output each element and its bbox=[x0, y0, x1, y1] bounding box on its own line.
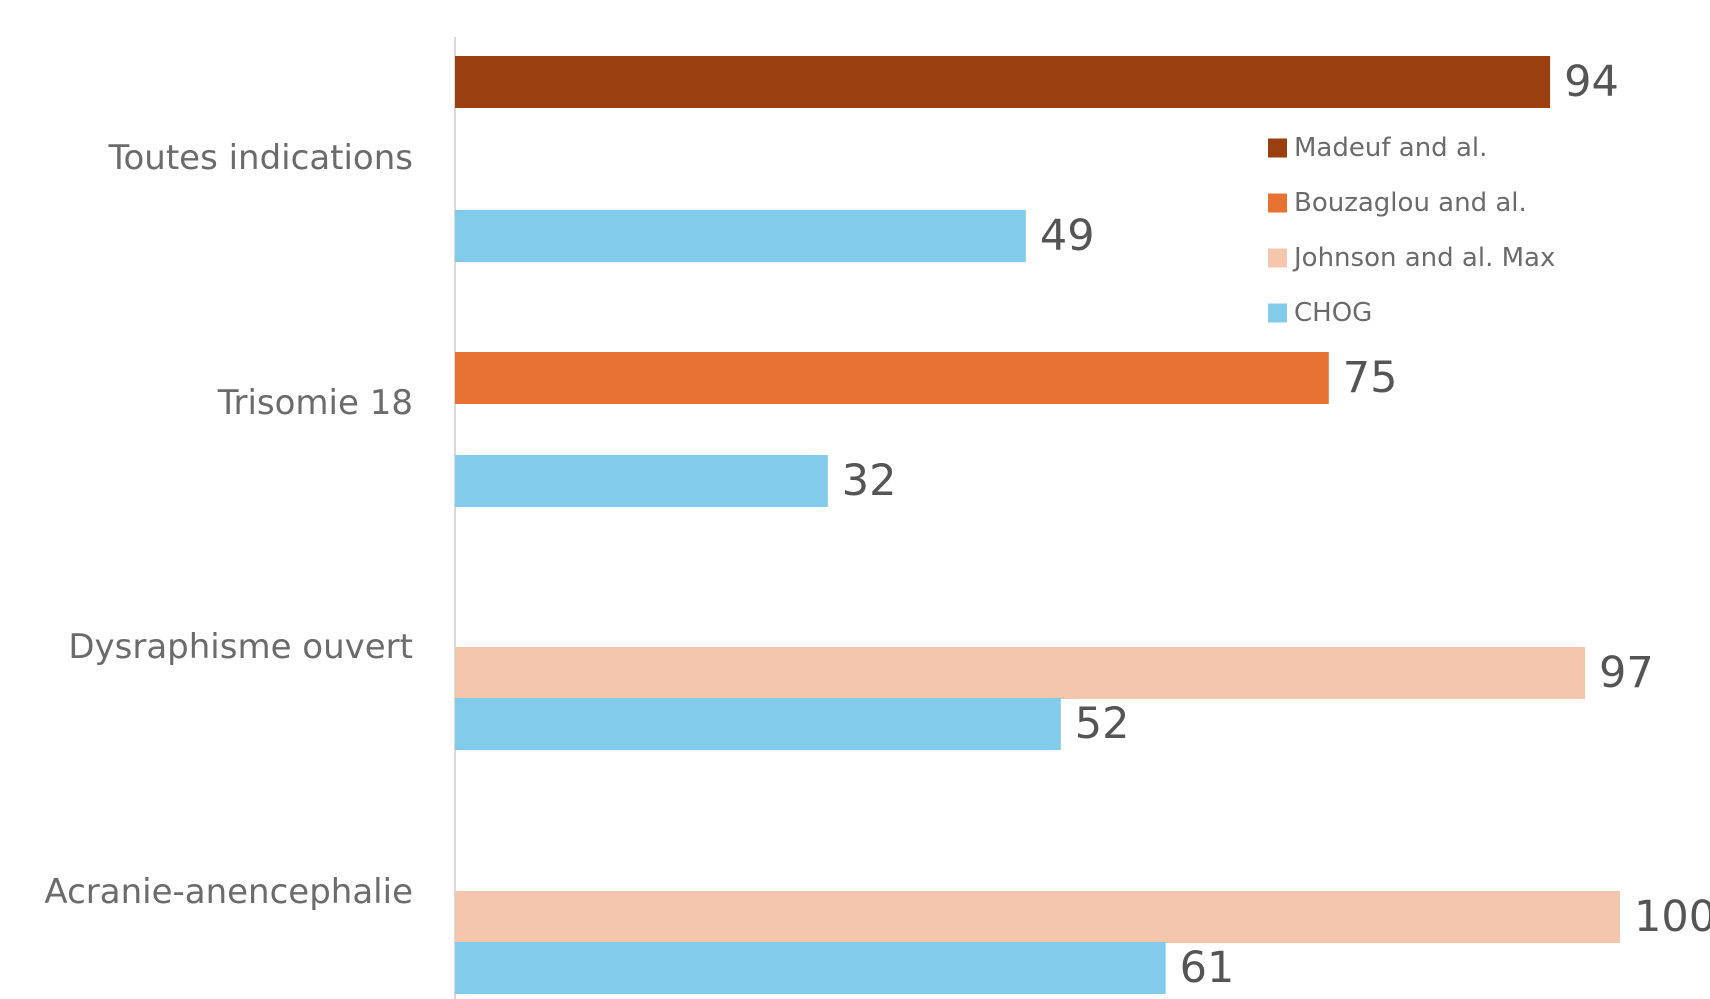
legend-swatch-chog bbox=[1268, 303, 1287, 323]
data-label-chog-dysraphisme-ouvert: 52 bbox=[1075, 699, 1130, 749]
data-label-bouzaglou-and-al-trisomie-18: 75 bbox=[1343, 353, 1398, 403]
data-label-chog-acranie-anencephalie: 61 bbox=[1180, 943, 1235, 993]
legend-label-bouzaglou-and-al: Bouzaglou and al. bbox=[1294, 188, 1527, 218]
bar-chog-dysraphisme-ouvert bbox=[455, 698, 1061, 750]
bar-chog-acranie-anencephalie bbox=[455, 942, 1166, 994]
legend: Madeuf and al. Bouzaglou and al. Johnson a… bbox=[1268, 133, 1555, 328]
bar-madeuf-and-al-toutes-indications bbox=[455, 56, 1551, 108]
data-label-chog-toutes-indications: 49 bbox=[1040, 211, 1095, 261]
bar-chog-toutes-indications bbox=[455, 210, 1026, 262]
data-label-johnson-and-al-max-dysraphisme-ouvert: 97 bbox=[1599, 648, 1654, 698]
data-label-chog-trisomie-18: 32 bbox=[842, 456, 897, 506]
bars bbox=[455, 56, 1620, 994]
category-label-acranie-anencephalie: Acranie-anencephalie bbox=[44, 872, 413, 912]
legend-swatch-bouzaglou-and-al bbox=[1268, 193, 1287, 213]
bar-johnson-and-al-max-dysraphisme-ouvert bbox=[455, 647, 1586, 699]
bar-chog-trisomie-18 bbox=[455, 455, 828, 507]
value-labels: 94 75 97 100 49 32 52 61 bbox=[842, 57, 1710, 993]
category-label-dysraphisme-ouvert: Dysraphisme ouvert bbox=[68, 627, 413, 667]
legend-swatch-johnson-and-al-max bbox=[1268, 248, 1287, 268]
data-label-madeuf-and-al-toutes-indications: 94 bbox=[1564, 57, 1619, 107]
data-label-johnson-and-al-max-acranie-anencephalie: 100 bbox=[1634, 892, 1710, 942]
category-labels: Toutes indications Trisomie 18 Dysraphisme… bbox=[44, 138, 413, 912]
category-label-toutes-indications: Toutes indications bbox=[107, 138, 413, 178]
bar-johnson-and-al-max-acranie-anencephalie bbox=[455, 891, 1620, 943]
bar-bouzaglou-and-al-trisomie-18 bbox=[455, 352, 1329, 404]
legend-label-madeuf-and-al: Madeuf and al. bbox=[1294, 133, 1487, 163]
legend-label-johnson-and-al-max: Johnson and al. Max bbox=[1292, 243, 1555, 273]
category-label-trisomie-18: Trisomie 18 bbox=[217, 383, 413, 423]
legend-label-chog: CHOG bbox=[1294, 298, 1372, 328]
legend-swatch-madeuf-and-al bbox=[1268, 138, 1287, 158]
